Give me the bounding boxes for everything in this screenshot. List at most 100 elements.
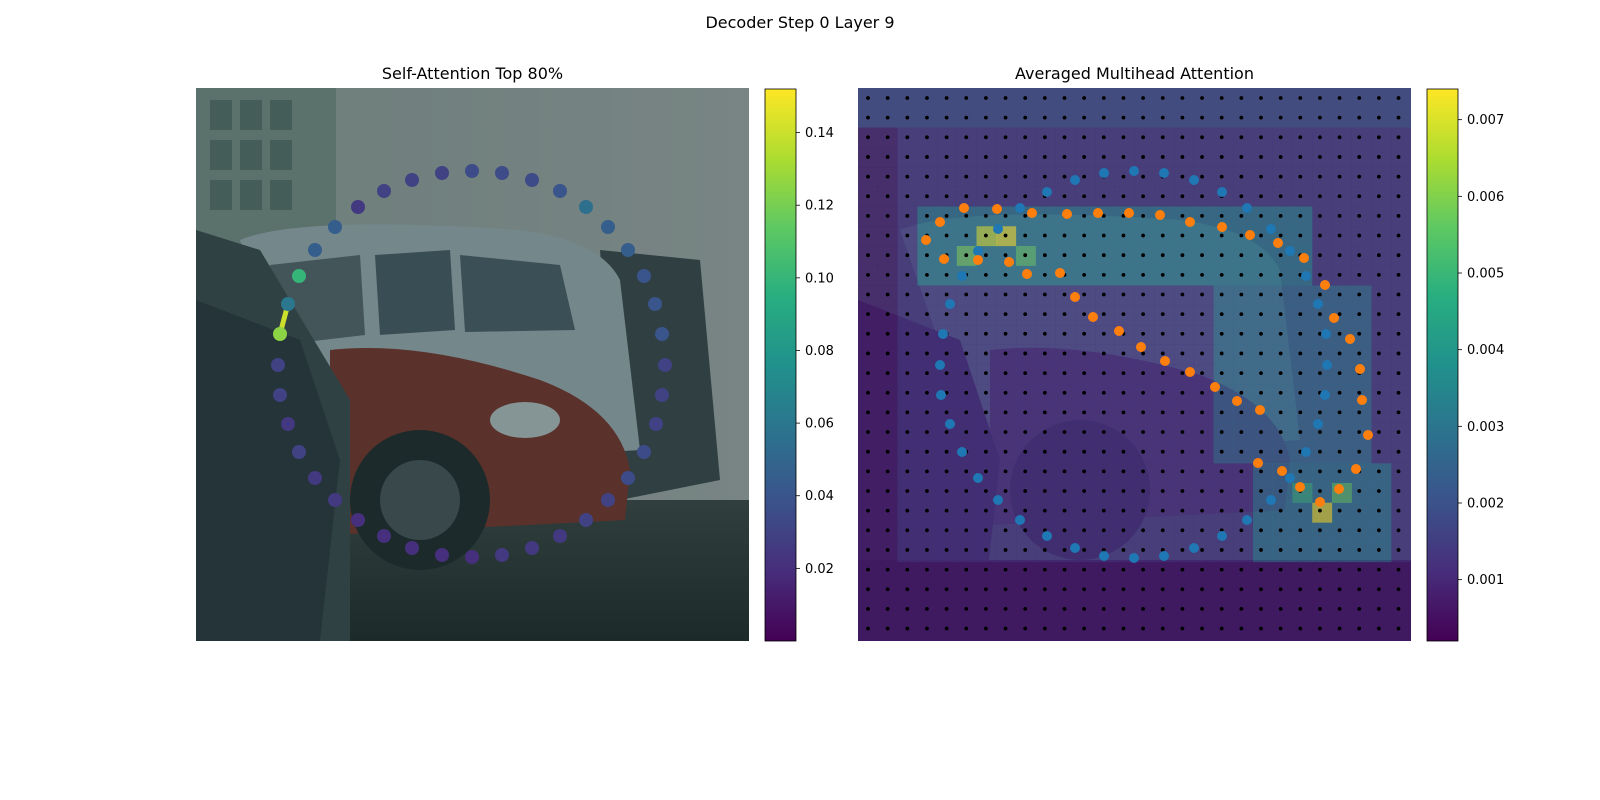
heatmap-cell	[1312, 404, 1333, 425]
heatmap-cell	[1233, 147, 1254, 168]
grid-dot	[1180, 253, 1185, 258]
grid-dot	[1121, 528, 1126, 533]
grid-dot	[964, 253, 969, 258]
grid-dot	[1377, 449, 1381, 454]
heatmap-cell	[1292, 621, 1313, 641]
heatmap-cell	[1371, 542, 1392, 563]
grid-dot	[1160, 548, 1165, 552]
heatmap-cell	[996, 621, 1017, 641]
query-point	[1313, 299, 1323, 309]
query-point	[1217, 187, 1227, 197]
heatmap-cell	[976, 621, 997, 641]
query-point	[377, 184, 391, 198]
heatmap-cell	[1371, 325, 1392, 346]
sampled-point	[1185, 217, 1195, 227]
heatmap-cell	[1391, 246, 1411, 267]
grid-dot	[1219, 272, 1224, 277]
heatmap-cell	[1233, 127, 1254, 148]
heatmap-cell	[1114, 483, 1135, 504]
query-point	[281, 417, 295, 431]
grid-dot	[1042, 430, 1047, 434]
heatmap-cell	[1351, 265, 1372, 286]
heatmap-cell	[1193, 404, 1214, 425]
heatmap-cell	[1114, 522, 1135, 543]
heatmap-cell	[1035, 581, 1056, 602]
heatmap-cell	[1253, 206, 1274, 227]
heatmap-cell	[1114, 601, 1135, 622]
grid-dot	[1082, 587, 1087, 592]
heatmap-cell	[1292, 502, 1313, 523]
grid-dot	[964, 567, 969, 572]
grid-dot	[1160, 155, 1165, 159]
heatmap-cell	[1253, 127, 1274, 148]
heatmap-cell	[1371, 364, 1392, 385]
heatmap-cell	[1075, 581, 1096, 602]
grid-dot	[905, 135, 910, 140]
heatmap-cell	[956, 502, 977, 523]
heatmap-cell	[1391, 384, 1411, 405]
grid-dot	[905, 390, 910, 395]
grid-dot	[944, 194, 949, 199]
heatmap-cell	[1075, 423, 1096, 444]
grid-dot	[1121, 567, 1126, 572]
grid-dot	[1062, 292, 1067, 297]
grid-dot	[1082, 528, 1087, 533]
heatmap-cell	[1371, 483, 1392, 504]
query-point	[1099, 551, 1109, 561]
heatmap-cell	[1253, 562, 1274, 583]
grid-dot	[944, 489, 949, 493]
grid-dot	[1101, 292, 1106, 297]
heatmap-cell	[1272, 107, 1293, 128]
left-axes-title: Self-Attention Top 80%	[381, 64, 564, 83]
grid-dot	[1082, 272, 1087, 277]
heatmap-cell	[1233, 483, 1254, 504]
grid-dot	[1219, 155, 1224, 159]
heatmap-cell	[1371, 226, 1392, 247]
heatmap-cell	[1371, 246, 1392, 267]
heatmap-cell	[1055, 562, 1076, 583]
grid-dot	[1160, 135, 1165, 140]
attention-heatmap	[858, 88, 1411, 641]
grid-dot	[1121, 233, 1126, 238]
query-point	[1285, 473, 1295, 483]
heatmap-cell	[1213, 404, 1234, 425]
grid-dot	[1239, 253, 1244, 258]
heatmap-cell	[1371, 463, 1392, 484]
grid-dot	[905, 607, 910, 611]
heatmap-cell	[1016, 542, 1037, 563]
grid-dot	[1003, 194, 1008, 199]
grid-dot	[1219, 489, 1224, 493]
grid-dot	[984, 371, 988, 375]
grid-dot	[984, 430, 988, 434]
grid-dot	[1377, 626, 1381, 631]
colorbar-tick-label: 0.02	[805, 562, 834, 577]
heatmap-cell	[1312, 502, 1333, 523]
heatmap-cell	[1233, 107, 1254, 128]
query-point	[993, 495, 1003, 505]
heatmap-cell	[1391, 463, 1411, 484]
grid-dot	[885, 371, 890, 375]
grid-dot	[944, 528, 949, 533]
query-point	[1015, 203, 1025, 213]
grid-dot	[925, 449, 929, 454]
heatmap-cell	[1351, 344, 1372, 365]
grid-dot	[1357, 331, 1362, 336]
heatmap-cell	[1391, 186, 1411, 207]
grid-dot	[1082, 115, 1087, 120]
grid-dot	[1003, 312, 1008, 317]
grid-dot	[866, 528, 870, 533]
grid-dot	[1337, 587, 1342, 592]
grid-dot	[905, 449, 910, 454]
grid-dot	[1377, 567, 1381, 572]
query-point	[525, 541, 539, 555]
grid-dot	[1278, 449, 1283, 454]
grid-dot	[1180, 430, 1185, 434]
heatmap-cell	[1174, 562, 1195, 583]
grid-dot	[1318, 292, 1322, 297]
grid-dot	[1003, 233, 1008, 238]
heatmap-cell	[1272, 581, 1293, 602]
heatmap-cell	[937, 502, 958, 523]
grid-dot	[1239, 312, 1244, 317]
heatmap-cell	[1292, 325, 1313, 346]
grid-dot	[905, 430, 910, 434]
